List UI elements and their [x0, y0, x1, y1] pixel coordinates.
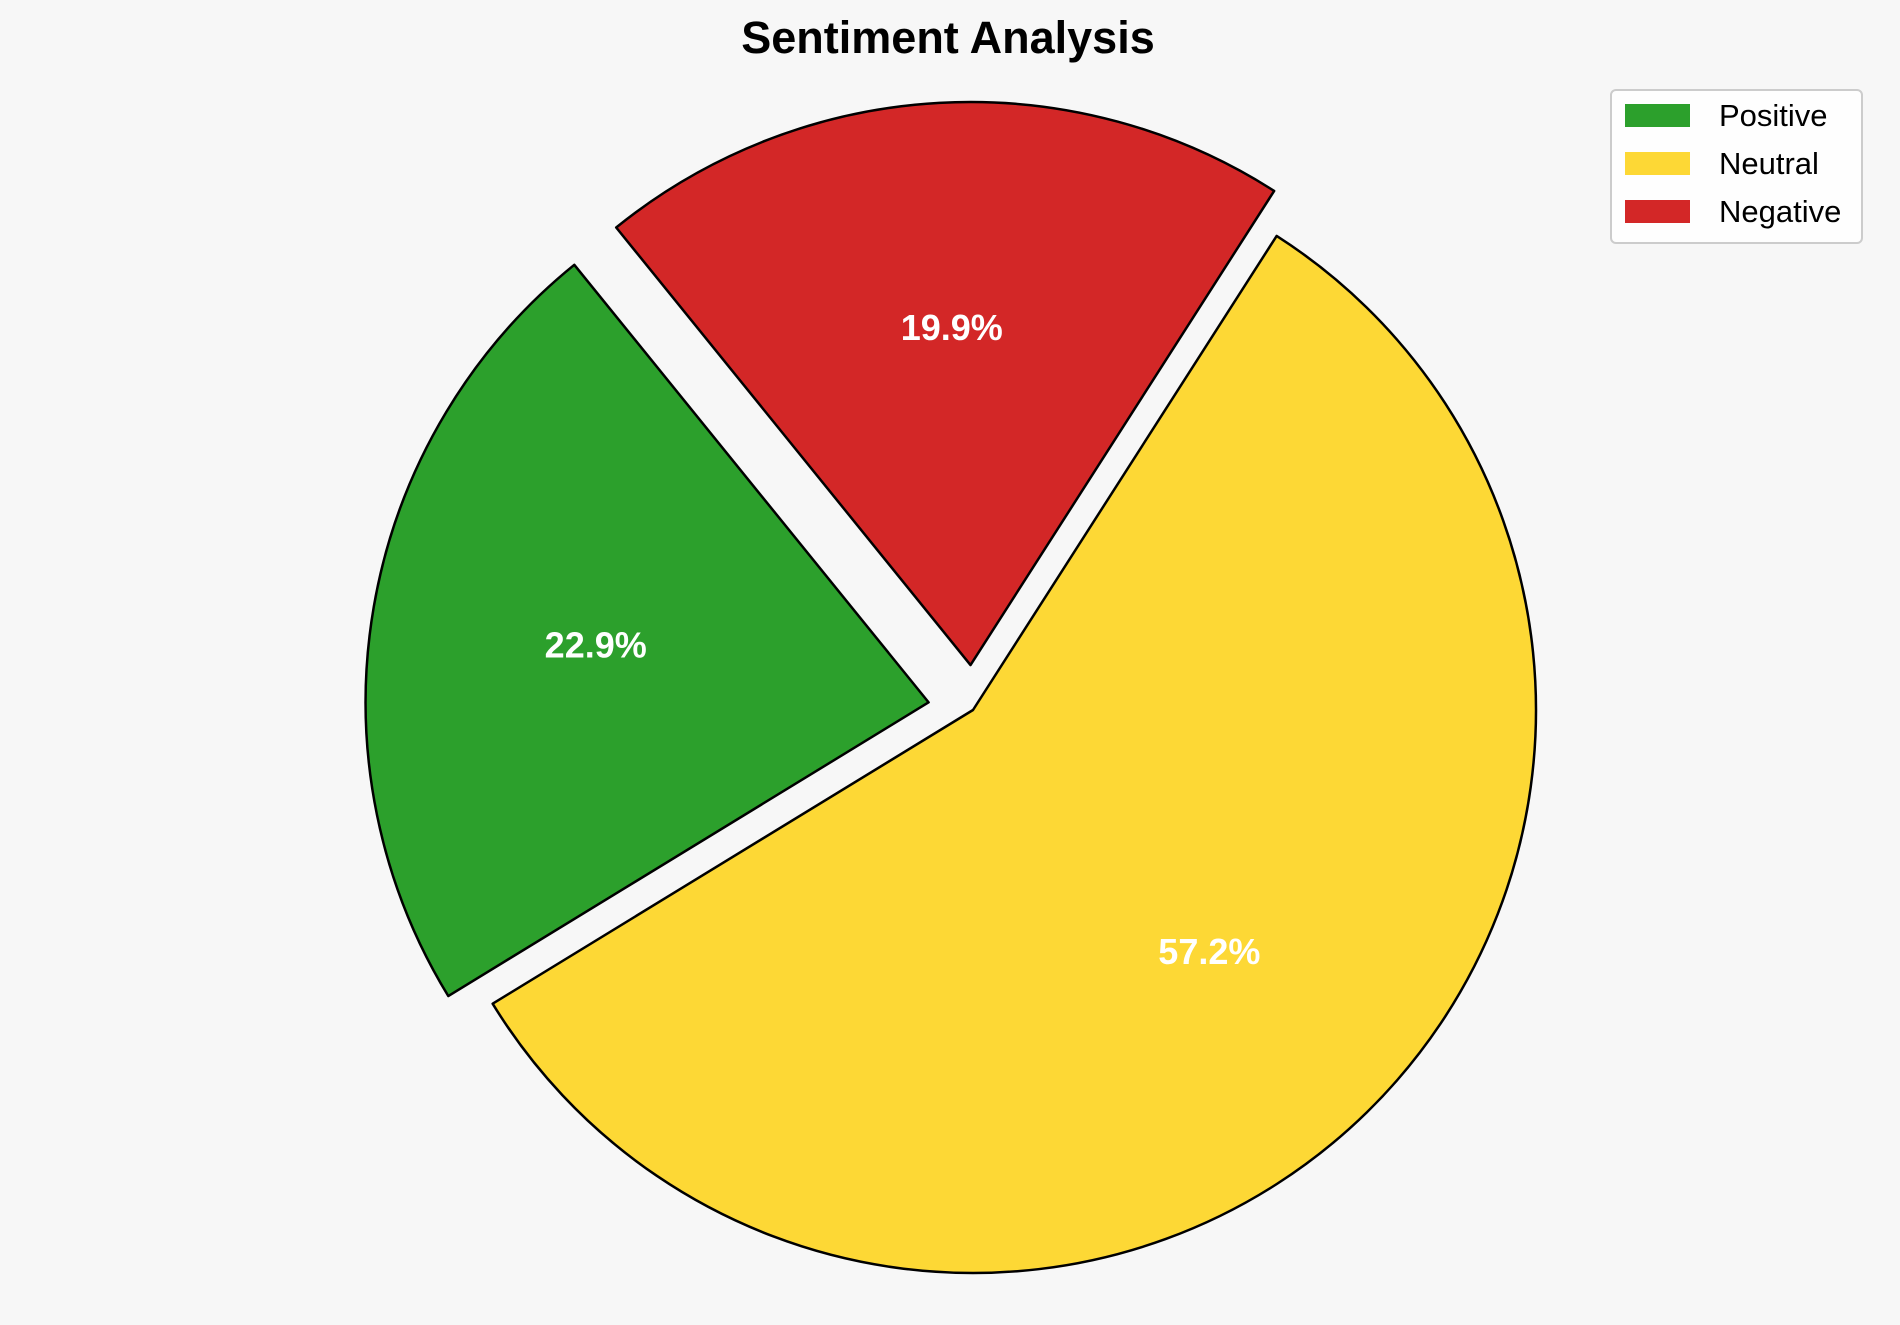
- pie-slice-neutral: [491, 234, 1538, 1275]
- pie-slice-negative: [614, 100, 1276, 667]
- legend-label-neutral: Neutral: [1719, 146, 1819, 181]
- slice-label-negative: 19.9%: [901, 307, 1003, 348]
- legend-swatch-negative: [1625, 200, 1690, 223]
- legend-label-negative: Negative: [1719, 194, 1841, 229]
- slice-label-neutral: 57.2%: [1158, 931, 1260, 972]
- legend: Positive Neutral Negative: [1610, 89, 1863, 244]
- legend-label-positive: Positive: [1719, 98, 1828, 133]
- slice-label-positive: 22.9%: [545, 624, 647, 665]
- legend-swatch-positive: [1625, 104, 1690, 127]
- chart-title: Sentiment Analysis: [741, 12, 1154, 63]
- legend-entries: Positive Neutral Negative: [1625, 98, 1841, 229]
- legend-swatch-neutral: [1625, 152, 1690, 175]
- pie-slices: [364, 100, 1538, 1275]
- pie-slice-labels: 22.9% 57.2% 19.9%: [545, 307, 1261, 972]
- pie-slice-positive: [364, 263, 930, 998]
